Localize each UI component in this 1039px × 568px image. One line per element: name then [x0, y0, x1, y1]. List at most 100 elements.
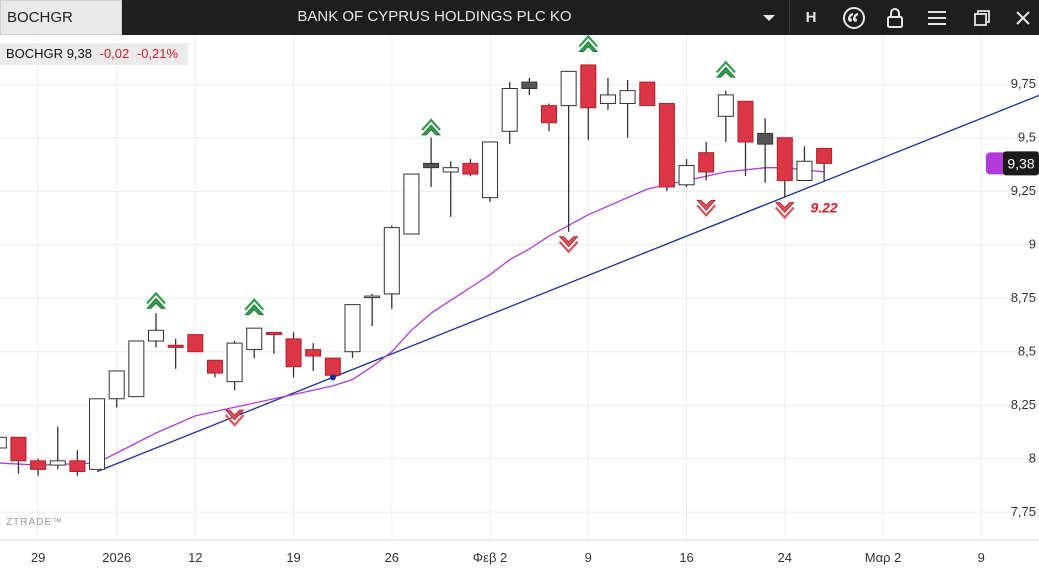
candle — [482, 141, 499, 202]
moving-average-line — [0, 167, 825, 466]
y-tick-label: 8,5 — [1018, 344, 1036, 359]
candle — [167, 338, 184, 369]
candle — [30, 458, 47, 476]
candle-body — [383, 227, 400, 295]
up-signal-marker — [715, 60, 736, 78]
candlestick-chart[interactable]: 9,75 9,5 9,25 9 8,75 8,5 8,25 8 7,75 29 2026 12 19 26… — [0, 35, 1039, 568]
candle-body — [658, 102, 675, 188]
candle — [560, 70, 577, 232]
candle-body — [599, 94, 616, 104]
candle-body — [639, 81, 656, 107]
y-tick-label: 9,25 — [1011, 183, 1036, 198]
candle — [501, 82, 518, 145]
candle — [658, 102, 675, 192]
x-tick-label: 19 — [286, 550, 300, 565]
candle — [423, 137, 440, 187]
candle-body — [521, 81, 538, 89]
candle — [108, 370, 125, 408]
candle — [49, 426, 66, 470]
candle — [285, 332, 302, 378]
down-chevron — [224, 414, 245, 427]
y-tick-label: 9,75 — [1011, 76, 1036, 91]
candle-body — [501, 87, 518, 132]
x-tick-label: 26 — [385, 550, 399, 565]
candle-body — [246, 327, 263, 351]
candle — [324, 357, 341, 378]
candle-body — [108, 370, 125, 400]
candle — [187, 334, 204, 353]
candle-body — [128, 340, 145, 398]
candle-body — [364, 295, 381, 299]
candle — [226, 340, 243, 391]
y-tick-label: 9,5 — [1018, 130, 1036, 145]
down-chevron — [558, 236, 579, 248]
close-icon[interactable] — [1006, 0, 1039, 35]
up-signal-marker — [146, 291, 166, 309]
restore-window-icon[interactable] — [965, 0, 999, 35]
x-tick-label: 16 — [679, 550, 693, 565]
toolbar-separator — [789, 0, 790, 35]
x-tick-label: 9 — [585, 550, 592, 565]
candle-body — [442, 167, 459, 173]
candle-body — [796, 160, 813, 182]
up-chevron — [716, 60, 736, 73]
symbol-input[interactable] — [0, 0, 122, 35]
chevron-down-icon[interactable] — [752, 0, 786, 35]
x-tick-label: 24 — [778, 550, 792, 565]
lock-icon[interactable] — [878, 0, 912, 35]
candle-body — [324, 357, 341, 376]
down-signal-marker — [696, 199, 717, 217]
candle — [580, 64, 597, 140]
candle — [305, 343, 322, 371]
trend-point — [329, 374, 336, 381]
candle — [148, 313, 164, 348]
candle-body — [580, 64, 597, 109]
candle-body — [10, 436, 27, 462]
candle — [541, 103, 557, 132]
candle — [776, 137, 793, 198]
down-chevron — [774, 202, 795, 214]
watermark: ZTRADE™ — [6, 517, 63, 528]
candle-body — [482, 141, 499, 199]
candle — [462, 159, 479, 177]
up-chevron — [146, 297, 166, 309]
candle-body — [560, 70, 577, 107]
candle — [442, 161, 459, 217]
down-chevron — [558, 240, 579, 254]
candle-body — [265, 331, 282, 336]
history-button[interactable]: H — [795, 0, 827, 35]
candle-body — [148, 329, 164, 342]
up-signal-marker — [244, 298, 265, 316]
candle — [737, 100, 754, 177]
up-chevron — [244, 304, 265, 316]
y-tick-label: 8,75 — [1011, 290, 1036, 305]
candle-body — [89, 398, 106, 470]
up-chevron — [578, 40, 599, 52]
up-chevron — [715, 66, 736, 78]
up-chevron — [146, 291, 166, 305]
down-signal-marker — [224, 409, 245, 427]
candle — [796, 146, 813, 182]
candle-body — [226, 342, 243, 383]
up-chevron — [421, 118, 441, 131]
x-tick-label: 29 — [31, 550, 45, 565]
toolbar: BANK OF CYPRUS HOLDINGS PLC KO H — [0, 0, 1039, 35]
candle — [521, 77, 538, 95]
quote-icon[interactable] — [836, 0, 872, 35]
up-chevron — [421, 124, 441, 136]
candle-body — [30, 460, 47, 470]
up-signal-marker — [421, 118, 441, 136]
candle — [206, 359, 223, 378]
candle — [0, 436, 7, 449]
candle-body — [698, 152, 715, 173]
candle-body — [678, 165, 695, 186]
candle — [816, 147, 833, 181]
menu-icon[interactable] — [920, 0, 954, 35]
y-tick-label: 9 — [1029, 237, 1036, 252]
instrument-title: BANK OF CYPRUS HOLDINGS PLC KO — [297, 8, 572, 25]
candle — [619, 79, 636, 138]
candle-body — [619, 90, 636, 104]
x-tick-label: 2026 — [102, 550, 131, 565]
last-price-label: 9,38 — [1007, 155, 1034, 171]
y-tick-label: 7,75 — [1011, 504, 1036, 519]
